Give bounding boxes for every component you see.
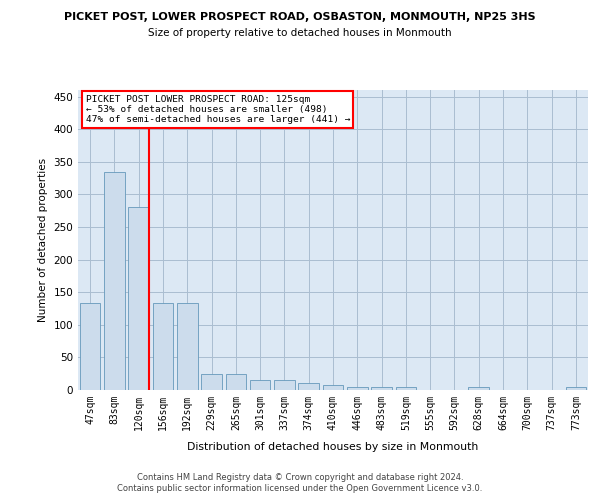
Bar bbox=[347, 386, 368, 390]
Bar bbox=[104, 172, 125, 390]
Bar bbox=[152, 304, 173, 390]
Text: Size of property relative to detached houses in Monmouth: Size of property relative to detached ho… bbox=[148, 28, 452, 38]
Bar bbox=[323, 386, 343, 390]
Text: PICKET POST LOWER PROSPECT ROAD: 125sqm
← 53% of detached houses are smaller (49: PICKET POST LOWER PROSPECT ROAD: 125sqm … bbox=[86, 94, 350, 124]
Bar bbox=[274, 380, 295, 390]
Bar bbox=[298, 384, 319, 390]
Text: PICKET POST, LOWER PROSPECT ROAD, OSBASTON, MONMOUTH, NP25 3HS: PICKET POST, LOWER PROSPECT ROAD, OSBAST… bbox=[64, 12, 536, 22]
Text: Contains HM Land Registry data © Crown copyright and database right 2024.: Contains HM Land Registry data © Crown c… bbox=[137, 472, 463, 482]
Bar bbox=[128, 208, 149, 390]
Bar bbox=[201, 374, 222, 390]
Bar bbox=[177, 304, 197, 390]
Bar bbox=[80, 304, 100, 390]
Bar bbox=[395, 388, 416, 390]
Bar bbox=[371, 386, 392, 390]
Bar bbox=[469, 388, 489, 390]
Bar bbox=[566, 388, 586, 390]
Text: Contains public sector information licensed under the Open Government Licence v3: Contains public sector information licen… bbox=[118, 484, 482, 493]
Bar bbox=[226, 374, 246, 390]
Bar bbox=[250, 380, 271, 390]
Y-axis label: Number of detached properties: Number of detached properties bbox=[38, 158, 48, 322]
Text: Distribution of detached houses by size in Monmouth: Distribution of detached houses by size … bbox=[187, 442, 479, 452]
